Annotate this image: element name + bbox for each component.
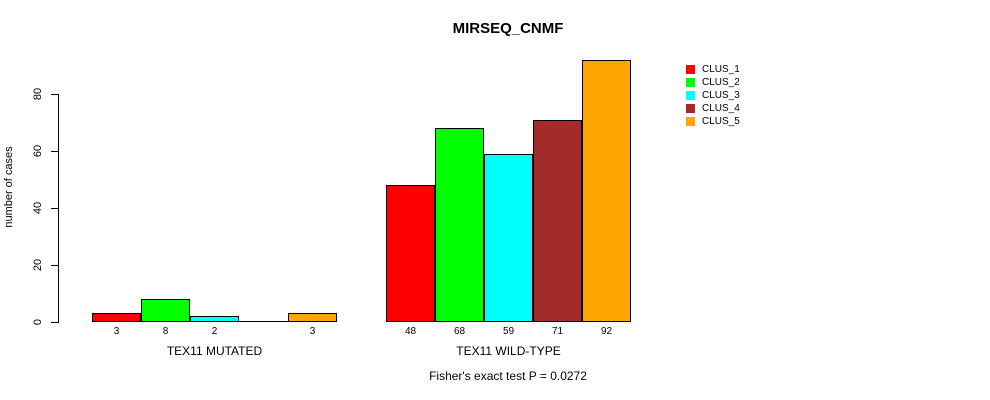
bar-CLUS_4	[239, 321, 288, 322]
bar-value-label: 8	[162, 326, 169, 337]
legend-label: CLUS_4	[702, 103, 740, 114]
bar-CLUS_4	[533, 120, 582, 322]
y-tick	[51, 322, 58, 323]
legend-swatch-icon	[686, 78, 695, 87]
group-label: TEX11 WILD-TYPE	[456, 344, 561, 358]
bar-value-label: 59	[502, 326, 515, 337]
legend-row: CLUS_3	[686, 89, 740, 102]
legend-swatch-icon	[686, 65, 695, 74]
legend-swatch-icon	[686, 117, 695, 126]
bar-CLUS_1	[92, 313, 141, 322]
legend-row: CLUS_2	[686, 76, 740, 89]
bar-CLUS_2	[141, 299, 190, 322]
legend-swatch-icon	[686, 104, 695, 113]
legend-row: CLUS_4	[686, 102, 740, 115]
bar-CLUS_2	[435, 128, 484, 322]
bar-CLUS_3	[190, 316, 239, 322]
bar-value-label: 3	[309, 326, 316, 337]
y-tick-label: 0	[32, 318, 44, 326]
bar-value-label: 92	[600, 326, 613, 337]
legend-swatch-icon	[686, 91, 695, 100]
legend-label: CLUS_1	[702, 64, 740, 75]
group-label: TEX11 MUTATED	[166, 344, 263, 358]
caption: Fisher's exact test P = 0.0272	[429, 369, 587, 383]
bar-value-label: 71	[551, 326, 564, 337]
y-tick	[51, 94, 58, 95]
y-tick	[51, 265, 58, 266]
legend-label: CLUS_3	[702, 90, 740, 101]
legend: CLUS_1 CLUS_2 CLUS_3 CLUS_4 CLUS_5	[686, 63, 740, 128]
bar-CLUS_1	[386, 185, 435, 322]
bar-value-label: 2	[211, 326, 218, 337]
bar-value-label: 68	[453, 326, 466, 337]
chart-title: MIRSEQ_CNMF	[452, 20, 564, 37]
bar-value-label: 48	[404, 326, 417, 337]
bar-CLUS_3	[484, 154, 533, 322]
bar-CLUS_5	[288, 313, 337, 322]
y-tick-label: 40	[32, 201, 44, 215]
legend-label: CLUS_2	[702, 77, 740, 88]
legend-row: CLUS_1	[686, 63, 740, 76]
y-axis-label: number of cases	[3, 146, 15, 228]
y-axis-line	[58, 94, 59, 323]
bar-value-label: 3	[113, 326, 120, 337]
y-tick	[51, 151, 58, 152]
legend-row: CLUS_5	[686, 115, 740, 128]
bar-CLUS_5	[582, 60, 631, 322]
y-tick-label: 80	[32, 87, 44, 101]
y-tick	[51, 208, 58, 209]
y-tick-label: 20	[32, 258, 44, 272]
y-tick-label: 60	[32, 144, 44, 158]
legend-label: CLUS_5	[702, 116, 740, 127]
